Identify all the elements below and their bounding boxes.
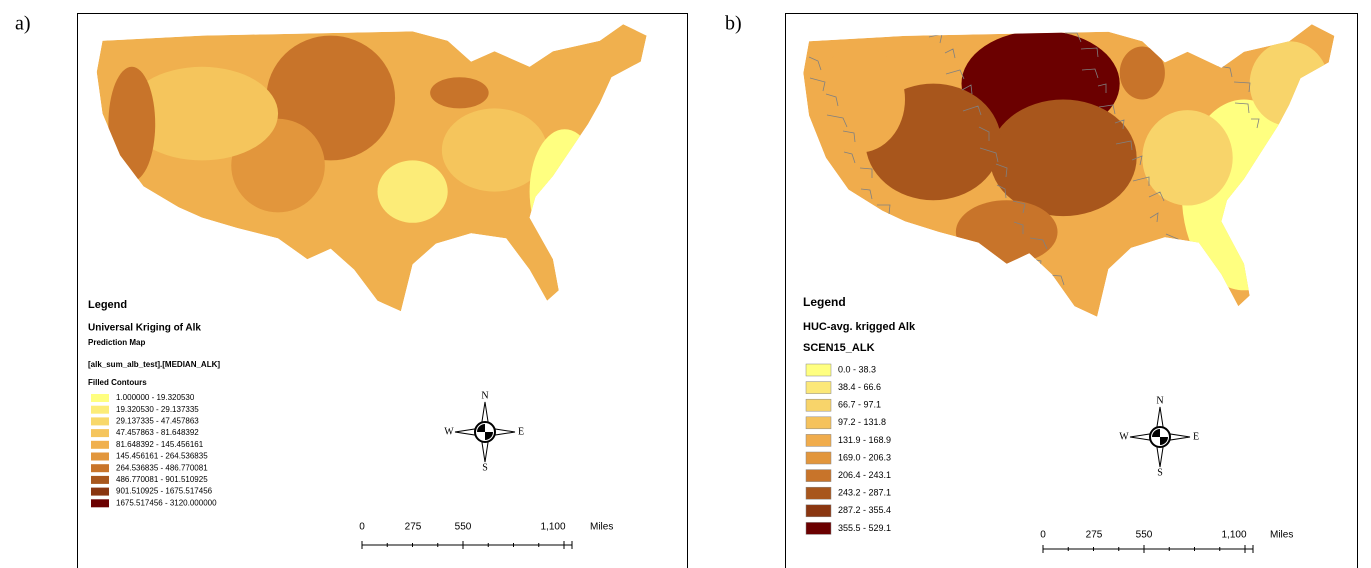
legend-swatch (91, 452, 109, 461)
scale-label: 1,100 (1221, 530, 1246, 541)
legend-title: Legend (803, 295, 846, 309)
panel-frame (785, 13, 1358, 568)
legend-label: 97.2 - 131.8 (838, 417, 886, 427)
legend-label: 131.9 - 168.9 (838, 435, 891, 445)
legend-subtitle: SCEN15_ALK (803, 342, 875, 354)
scale-unit: Miles (590, 522, 613, 533)
panel-label: a) (15, 13, 31, 35)
map-region (441, 108, 548, 192)
legend-title: Legend (88, 299, 127, 311)
legend-label: 1675.517456 - 3120.000000 (116, 498, 217, 507)
scale-label: 0 (1040, 530, 1046, 541)
panel-frame (77, 13, 688, 568)
legend-swatch (91, 429, 109, 438)
legend-label: 901.510925 - 1675.517456 (116, 487, 213, 496)
legend-label: 29.137335 - 47.457863 (116, 417, 199, 426)
legend-layer: HUC-avg. krigged Alk (803, 321, 916, 333)
legend-swatch (91, 405, 109, 414)
scale-label: 0 (359, 522, 365, 533)
legend-field: [alk_sum_alb_test].[MEDIAN_ALK] (88, 360, 220, 369)
scale-label: 275 (405, 522, 422, 533)
legend-swatch (805, 469, 832, 482)
compass-s: S (1157, 467, 1163, 478)
map-region (814, 46, 905, 153)
legend-label: 206.4 - 243.1 (838, 470, 891, 480)
map (96, 24, 647, 312)
compass-n: N (1156, 395, 1163, 406)
legend-swatch (91, 394, 109, 402)
legend-label: 81.648392 - 145.456161 (116, 440, 204, 449)
map (803, 24, 1335, 317)
legend-swatch (91, 417, 109, 426)
compass-e: E (518, 426, 524, 437)
compass-w: W (444, 426, 454, 437)
legend-subtitle: Prediction Map (88, 338, 145, 347)
map-region (989, 99, 1137, 217)
compass-w: W (1119, 431, 1129, 442)
legend-swatch (805, 504, 832, 518)
map-region (125, 66, 279, 161)
legend-label: 47.457863 - 81.648392 (116, 428, 199, 437)
scale-label: 550 (455, 522, 472, 533)
legend-swatch (805, 486, 832, 500)
legend-swatch (805, 381, 832, 394)
legend-label: 145.456161 - 264.536835 (116, 452, 208, 461)
compass-e: E (1193, 431, 1199, 442)
legend-swatch (805, 434, 832, 447)
map-region (108, 66, 156, 182)
legend-label: 66.7 - 97.1 (838, 400, 881, 410)
legend-swatch (91, 440, 109, 449)
legend-label: 0.0 - 38.3 (838, 364, 876, 374)
legend-label: 355.5 - 529.1 (838, 523, 891, 533)
map-region (529, 129, 600, 255)
panel-label: b) (725, 13, 742, 35)
compass-n: N (481, 390, 488, 401)
legend-label: 243.2 - 287.1 (838, 488, 891, 498)
legend-swatch (805, 398, 832, 412)
legend-label: 169.0 - 206.3 (838, 452, 891, 462)
legend-swatch (805, 451, 832, 465)
scale-unit: Miles (1270, 530, 1293, 541)
legend-swatch (91, 499, 109, 508)
map-region (955, 200, 1058, 264)
legend-label: 19.320530 - 29.137335 (116, 405, 199, 414)
legend-label: 287.2 - 355.4 (838, 505, 891, 515)
map-region (1249, 41, 1329, 126)
compass-quarters (477, 424, 493, 440)
map-region (430, 77, 489, 109)
legend-label: 486.770081 - 901.510925 (116, 475, 208, 484)
legend-swatch (805, 522, 832, 535)
compass-quarters (1152, 429, 1168, 445)
legend-swatch (805, 363, 832, 377)
map-region (377, 160, 448, 223)
compass-s: S (482, 462, 488, 473)
legend-group: Filled Contours (88, 378, 147, 387)
legend-layer: Universal Kriging of Alk (88, 323, 201, 334)
legend-label: 1.000000 - 19.320530 (116, 393, 195, 402)
scale-label: 275 (1086, 530, 1103, 541)
scale-label: 550 (1136, 530, 1153, 541)
legend-label: 264.536835 - 486.770081 (116, 463, 208, 472)
map-region (1119, 46, 1165, 100)
map-region (1142, 110, 1233, 206)
legend-swatch (91, 464, 109, 473)
legend-swatch (91, 487, 109, 496)
legend-swatch (91, 475, 109, 484)
legend-swatch (805, 416, 832, 430)
legend-label: 38.4 - 66.6 (838, 382, 881, 392)
scale-label: 1,100 (540, 522, 565, 533)
